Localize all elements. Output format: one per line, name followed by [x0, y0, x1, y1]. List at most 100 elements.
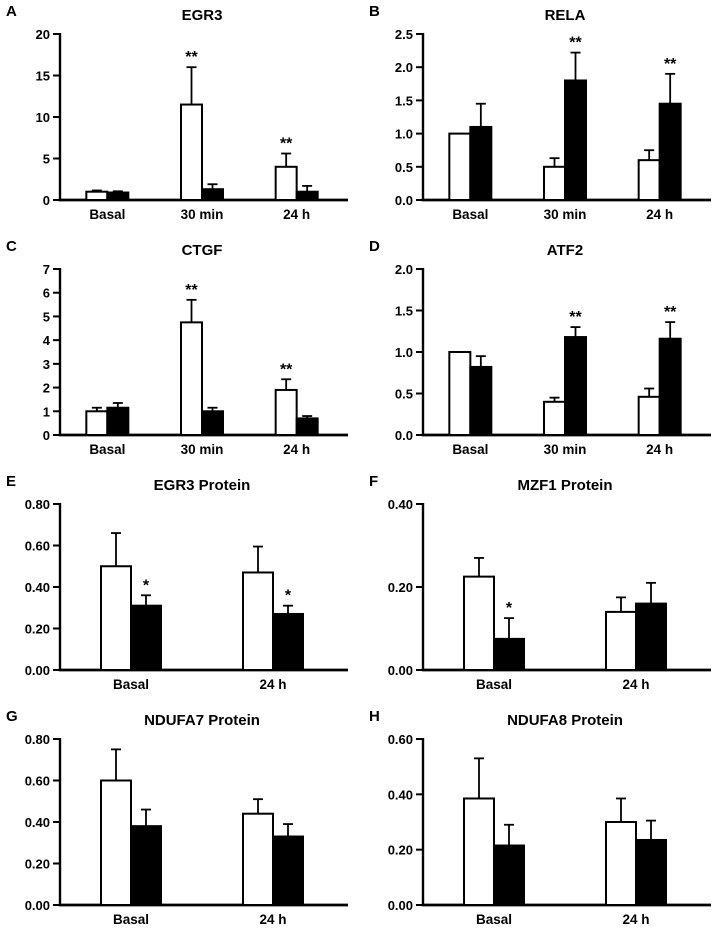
y-tick-label: 6: [43, 286, 50, 301]
chart-ctgf-mrna: CTGF 0 1 2 3 4 5 6 7 Basal ** 30 min ** 24 h: [6, 239, 358, 465]
chart-canvas: ATF2 0.0 0.5 1.0 1.5 2.0 Basal ** 30 min ** 24 h: [395, 242, 711, 457]
bar-open-24 h: [605, 821, 637, 906]
y-tick-label: 7: [43, 262, 50, 277]
y-tick-label: 0: [43, 193, 50, 208]
bar-open-24 h: [242, 812, 274, 906]
y-tick-label: 2.5: [395, 27, 413, 42]
x-category-label: 30 min: [181, 207, 224, 222]
bar-open-24 h: [274, 388, 298, 436]
bar-open-Basal: [463, 575, 495, 671]
y-tick-label: 1.5: [395, 304, 413, 319]
significance-marker: *: [285, 588, 292, 605]
y-tick-label: 5: [43, 152, 50, 167]
y-tick-label: 0.5: [395, 160, 413, 175]
x-category-label: 24 h: [646, 207, 673, 222]
y-tick-label: 0.40: [25, 815, 50, 830]
panel-b: B RELA 0.0 0.5 1.0 1.5 2.0 2.5 Basal ** 30 min ** 2…: [363, 0, 726, 235]
panel-letter-f: F: [369, 473, 379, 490]
bar-filled-30 min: [564, 79, 587, 201]
x-category-label: Basal: [452, 442, 488, 457]
x-category-label: 30 min: [181, 442, 224, 457]
bar-filled-24 h: [295, 417, 319, 436]
y-tick-label: 0.40: [388, 497, 413, 512]
bar-open-24 h: [274, 165, 298, 202]
bar-filled-30 min: [201, 410, 224, 437]
bar-open-30 min: [543, 400, 566, 437]
y-tick-label: 1.5: [395, 93, 413, 108]
bar-open-Basal: [448, 132, 472, 202]
significance-marker: **: [569, 309, 582, 326]
significance-marker: **: [569, 35, 582, 52]
chart-egr3-protein: EGR3 Protein 0.00 0.20 0.40 0.60 0.80 * Basal * 2…: [6, 474, 358, 700]
significance-marker: *: [143, 577, 150, 594]
chart-canvas: RELA 0.0 0.5 1.0 1.5 2.0 2.5 Basal ** 30 min ** 24 …: [395, 7, 711, 222]
chart-canvas: CTGF 0 1 2 3 4 5 6 7 Basal ** 30 min ** 24 h: [43, 242, 348, 457]
chart-canvas: MZF1 Protein 0.00 0.20 0.40 * Basal 24 h: [388, 477, 711, 692]
x-category-label: 24 h: [622, 677, 649, 692]
y-tick-label: 0.80: [25, 497, 50, 512]
y-tick-label: 0.60: [25, 539, 50, 554]
chart-title: EGR3 Protein: [154, 477, 251, 494]
y-tick-label: 0.20: [388, 580, 413, 595]
panel-letter-c: C: [6, 238, 17, 255]
bar-filled-Basal: [493, 637, 525, 671]
significance-marker: **: [664, 56, 677, 73]
significance-marker: *: [506, 600, 513, 617]
y-tick-label: 0.00: [25, 898, 50, 913]
significance-marker: **: [280, 136, 293, 153]
panel-g: G NDUFA7 Protein 0.00 0.20 0.40 0.60 0.80 Basa…: [0, 705, 363, 940]
panel-f: F MZF1 Protein 0.00 0.20 0.40 * Basal 24 h: [363, 470, 726, 705]
y-tick-label: 0.60: [25, 774, 50, 789]
bar-open-Basal: [85, 190, 109, 201]
y-tick-label: 5: [43, 309, 50, 324]
chart-title: CTGF: [182, 242, 223, 259]
chart-ndufa7-protein: NDUFA7 Protein 0.00 0.20 0.40 0.60 0.80 Basal 2…: [6, 709, 358, 935]
x-category-label: 30 min: [544, 207, 587, 222]
panel-c: C CTGF 0 1 2 3 4 5 6 7 Basal ** 30 min ** 24 h: [0, 235, 363, 470]
bar-filled-30 min: [201, 188, 224, 202]
bar-open-Basal: [100, 565, 132, 671]
y-tick-label: 0.5: [395, 387, 413, 402]
bar-filled-30 min: [564, 336, 587, 436]
bar-filled-Basal: [130, 825, 162, 906]
x-category-label: 24 h: [259, 677, 286, 692]
y-tick-label: 1.0: [395, 127, 413, 142]
y-tick-label: 0: [43, 428, 50, 443]
bar-open-Basal: [463, 797, 495, 906]
y-tick-label: 0.20: [25, 857, 50, 872]
panel-letter-d: D: [369, 238, 380, 255]
y-tick-label: 1: [43, 404, 50, 419]
x-category-label: 30 min: [544, 442, 587, 457]
y-tick-label: 0.80: [25, 732, 50, 747]
x-category-label: Basal: [452, 207, 488, 222]
y-tick-label: 0.0: [395, 193, 413, 208]
x-category-label: Basal: [113, 677, 149, 692]
y-tick-label: 1.0: [395, 345, 413, 360]
y-tick-label: 3: [43, 357, 50, 372]
chart-atf2-mrna: ATF2 0.0 0.5 1.0 1.5 2.0 Basal ** 30 min ** 24 h: [369, 239, 721, 465]
chart-title: ATF2: [547, 242, 583, 259]
bar-filled-Basal: [106, 406, 130, 437]
y-tick-label: 0.20: [25, 622, 50, 637]
chart-canvas: NDUFA8 Protein 0.00 0.20 0.40 0.60 Basal 24 h: [388, 712, 711, 927]
chart-canvas: EGR3 Protein 0.00 0.20 0.40 0.60 0.80 * Basal * 2…: [25, 477, 348, 692]
panel-letter-b: B: [369, 3, 380, 20]
bar-filled-Basal: [469, 125, 493, 201]
chart-title: EGR3: [182, 7, 223, 24]
bar-open-Basal: [85, 410, 109, 437]
bar-open-24 h: [242, 571, 274, 671]
chart-title: RELA: [545, 7, 586, 24]
panel-a: A EGR3 0 5 10 15 20 Basal ** 30 min ** 24 h: [0, 0, 363, 235]
panel-letter-a: A: [6, 3, 17, 20]
chart-title: NDUFA8 Protein: [507, 712, 623, 729]
bar-open-Basal: [448, 351, 472, 436]
chart-rela-mrna: RELA 0.0 0.5 1.0 1.5 2.0 2.5 Basal ** 30 min ** 24 …: [369, 4, 721, 230]
bar-open-24 h: [605, 610, 637, 671]
y-tick-label: 0.00: [25, 663, 50, 678]
bar-filled-24 h: [635, 602, 667, 672]
chart-ndufa8-protein: NDUFA8 Protein 0.00 0.20 0.40 0.60 Basal 24 h: [369, 709, 721, 935]
chart-title: NDUFA7 Protein: [144, 712, 260, 729]
chart-canvas: EGR3 0 5 10 15 20 Basal ** 30 min ** 24 h: [36, 7, 348, 222]
x-category-label: Basal: [476, 677, 512, 692]
